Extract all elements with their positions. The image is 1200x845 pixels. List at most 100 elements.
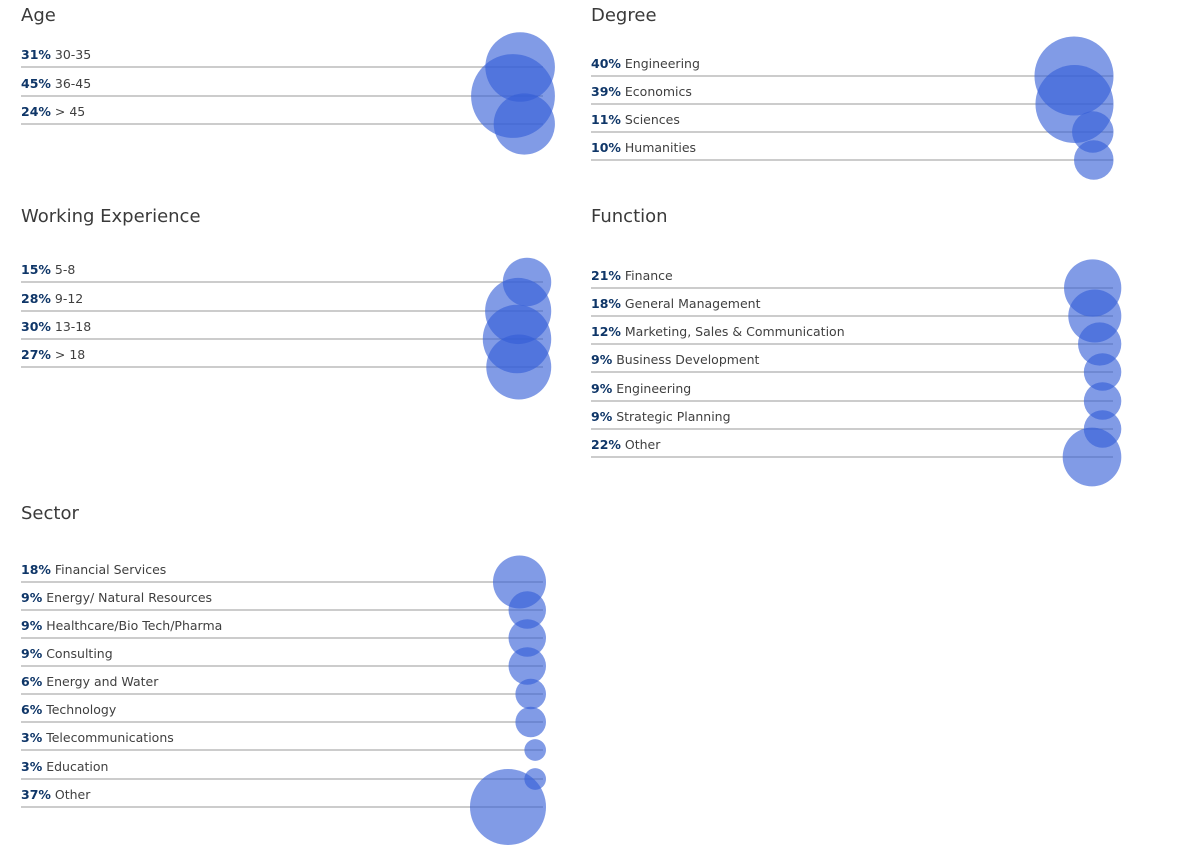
degree-bubble-sciences: [1072, 111, 1114, 153]
degree-category-label-sciences: Sciences: [621, 112, 680, 127]
working-experience-bubbles: [482, 257, 552, 400]
function-category-label-finance: Finance: [621, 268, 673, 283]
sector-row-label-technology: 6% Technology: [21, 702, 117, 717]
function-category-label-general-management: General Management: [621, 296, 761, 311]
sector-category-label-energy-and-water: Energy and Water: [42, 674, 159, 689]
working-experience-value-label-5-8: 15%: [21, 262, 51, 277]
age-category-label-36-45: 36-45: [51, 76, 91, 91]
sector-row-label-healthcare-bio-tech-pharma: 9% Healthcare/Bio Tech/Pharma: [21, 618, 222, 633]
age-row-label-30-35: 31% 30-35: [21, 47, 91, 62]
function-row-label-other: 22% Other: [591, 437, 661, 452]
age-category-label-30-35: 30-35: [51, 47, 91, 62]
age-value-label-36-45: 45%: [21, 76, 51, 91]
function-category-label-engineering: Engineering: [612, 381, 691, 396]
function-value-label-marketing-sales-communication: 12%: [591, 324, 621, 339]
sector-value-label-other: 37%: [21, 787, 51, 802]
function-row-label-marketing-sales-communication: 12% Marketing, Sales & Communication: [591, 324, 845, 339]
function-value-label-engineering: 9%: [591, 381, 613, 396]
sector-value-label-energy-natural-resources: 9%: [21, 590, 43, 605]
working-experience-category-label-5-8: 5-8: [51, 262, 75, 277]
sector-category-label-technology: Technology: [42, 702, 117, 717]
function-row-label-business-development: 9% Business Development: [591, 352, 760, 367]
working-experience-row-label-13-18: 30% 13-18: [21, 319, 91, 334]
function-panel: Function 21% Finance 18% General Manageme…: [591, 206, 1122, 496]
degree-value-label-sciences: 11%: [591, 112, 621, 127]
function-category-label-strategic-planning: Strategic Planning: [612, 409, 730, 424]
working-experience-bubble-18: [486, 334, 552, 400]
working-experience-row-label-5-8: 15% 5-8: [21, 262, 75, 277]
sector-bubble-technology: [515, 706, 547, 738]
sector-row-labels: 18% Financial Services 9% Energy/ Natural…: [21, 562, 222, 802]
sector-row-label-energy-and-water: 6% Energy and Water: [21, 674, 159, 689]
working-experience-value-label-13-18: 30%: [21, 319, 51, 334]
working-experience-row-lines: [21, 281, 543, 368]
degree-row-label-sciences: 11% Sciences: [591, 112, 680, 127]
sector-value-label-consulting: 9%: [21, 646, 43, 661]
age-row-label-45: 24% > 45: [21, 104, 85, 119]
sector-bubbles: [469, 555, 547, 845]
sector-value-label-energy-and-water: 6%: [21, 674, 43, 689]
function-row-label-general-management: 18% General Management: [591, 296, 761, 311]
working-experience-row-label-9-12: 28% 9-12: [21, 291, 83, 306]
working-experience-row-label-18: 27% > 18: [21, 347, 85, 362]
sector-row-lines: [21, 581, 543, 808]
age-bubble-45: [493, 93, 555, 155]
degree-row-label-engineering: 40% Engineering: [591, 56, 700, 71]
function-category-label-marketing-sales-communication: Marketing, Sales & Communication: [621, 324, 845, 339]
function-value-label-general-management: 18%: [591, 296, 621, 311]
working-experience-title: Working Experience: [21, 206, 201, 227]
sector-category-label-telecommunications: Telecommunications: [42, 730, 174, 745]
sector-bubble-energy-natural-resources: [508, 591, 547, 629]
age-title: Age: [21, 5, 56, 26]
sector-row-label-financial-services: 18% Financial Services: [21, 562, 166, 577]
working-experience-value-label-18: 27%: [21, 347, 51, 362]
function-row-label-strategic-planning: 9% Strategic Planning: [591, 409, 731, 424]
function-row-lines: [591, 287, 1113, 458]
degree-category-label-humanities: Humanities: [621, 140, 696, 155]
function-value-label-strategic-planning: 9%: [591, 409, 613, 424]
age-row-label-36-45: 45% 36-45: [21, 76, 91, 91]
sector-panel: Sector 18% Financial Services 9% Energy/ …: [21, 503, 547, 845]
degree-value-label-humanities: 10%: [591, 140, 621, 155]
sector-value-label-healthcare-bio-tech-pharma: 9%: [21, 618, 43, 633]
sector-category-label-education: Education: [42, 759, 108, 774]
working-experience-value-label-9-12: 28%: [21, 291, 51, 306]
sector-row-label-energy-natural-resources: 9% Energy/ Natural Resources: [21, 590, 212, 605]
degree-value-label-engineering: 40%: [591, 56, 621, 71]
sector-category-label-healthcare-bio-tech-pharma: Healthcare/Bio Tech/Pharma: [42, 618, 222, 633]
sector-row-label-other: 37% Other: [21, 787, 91, 802]
sector-title: Sector: [21, 503, 79, 524]
sector-value-label-education: 3%: [21, 759, 43, 774]
sector-row-label-consulting: 9% Consulting: [21, 646, 113, 661]
function-bubble-marketing-sales-communication: [1078, 322, 1122, 366]
degree-bubble-humanities: [1074, 140, 1114, 180]
degree-value-label-economics: 39%: [591, 84, 621, 99]
sector-category-label-energy-natural-resources: Energy/ Natural Resources: [42, 590, 212, 605]
working-experience-category-label-18: > 18: [51, 347, 85, 362]
age-bubbles: [471, 32, 555, 155]
age-row-lines: [21, 66, 543, 125]
sector-bubble-telecommunications: [524, 739, 547, 761]
sector-bubble-energy-and-water: [515, 678, 547, 710]
sector-category-label-consulting: Consulting: [42, 646, 112, 661]
function-category-label-other: Other: [621, 437, 661, 452]
sector-bubble-healthcare-bio-tech-pharma: [508, 619, 547, 657]
function-category-label-business-development: Business Development: [612, 352, 759, 367]
sector-bubble-other: [469, 768, 547, 845]
function-value-label-business-development: 9%: [591, 352, 613, 367]
degree-category-label-engineering: Engineering: [621, 56, 700, 71]
sector-row-label-telecommunications: 3% Telecommunications: [21, 730, 174, 745]
function-row-label-finance: 21% Finance: [591, 268, 673, 283]
age-panel: Age 31% 30-35 45% 36-45 24% > 45: [21, 5, 555, 165]
function-title: Function: [591, 206, 668, 227]
age-value-label-30-35: 31%: [21, 47, 51, 62]
working-experience-category-label-13-18: 13-18: [51, 319, 91, 334]
function-bubble-business-development: [1083, 353, 1122, 391]
